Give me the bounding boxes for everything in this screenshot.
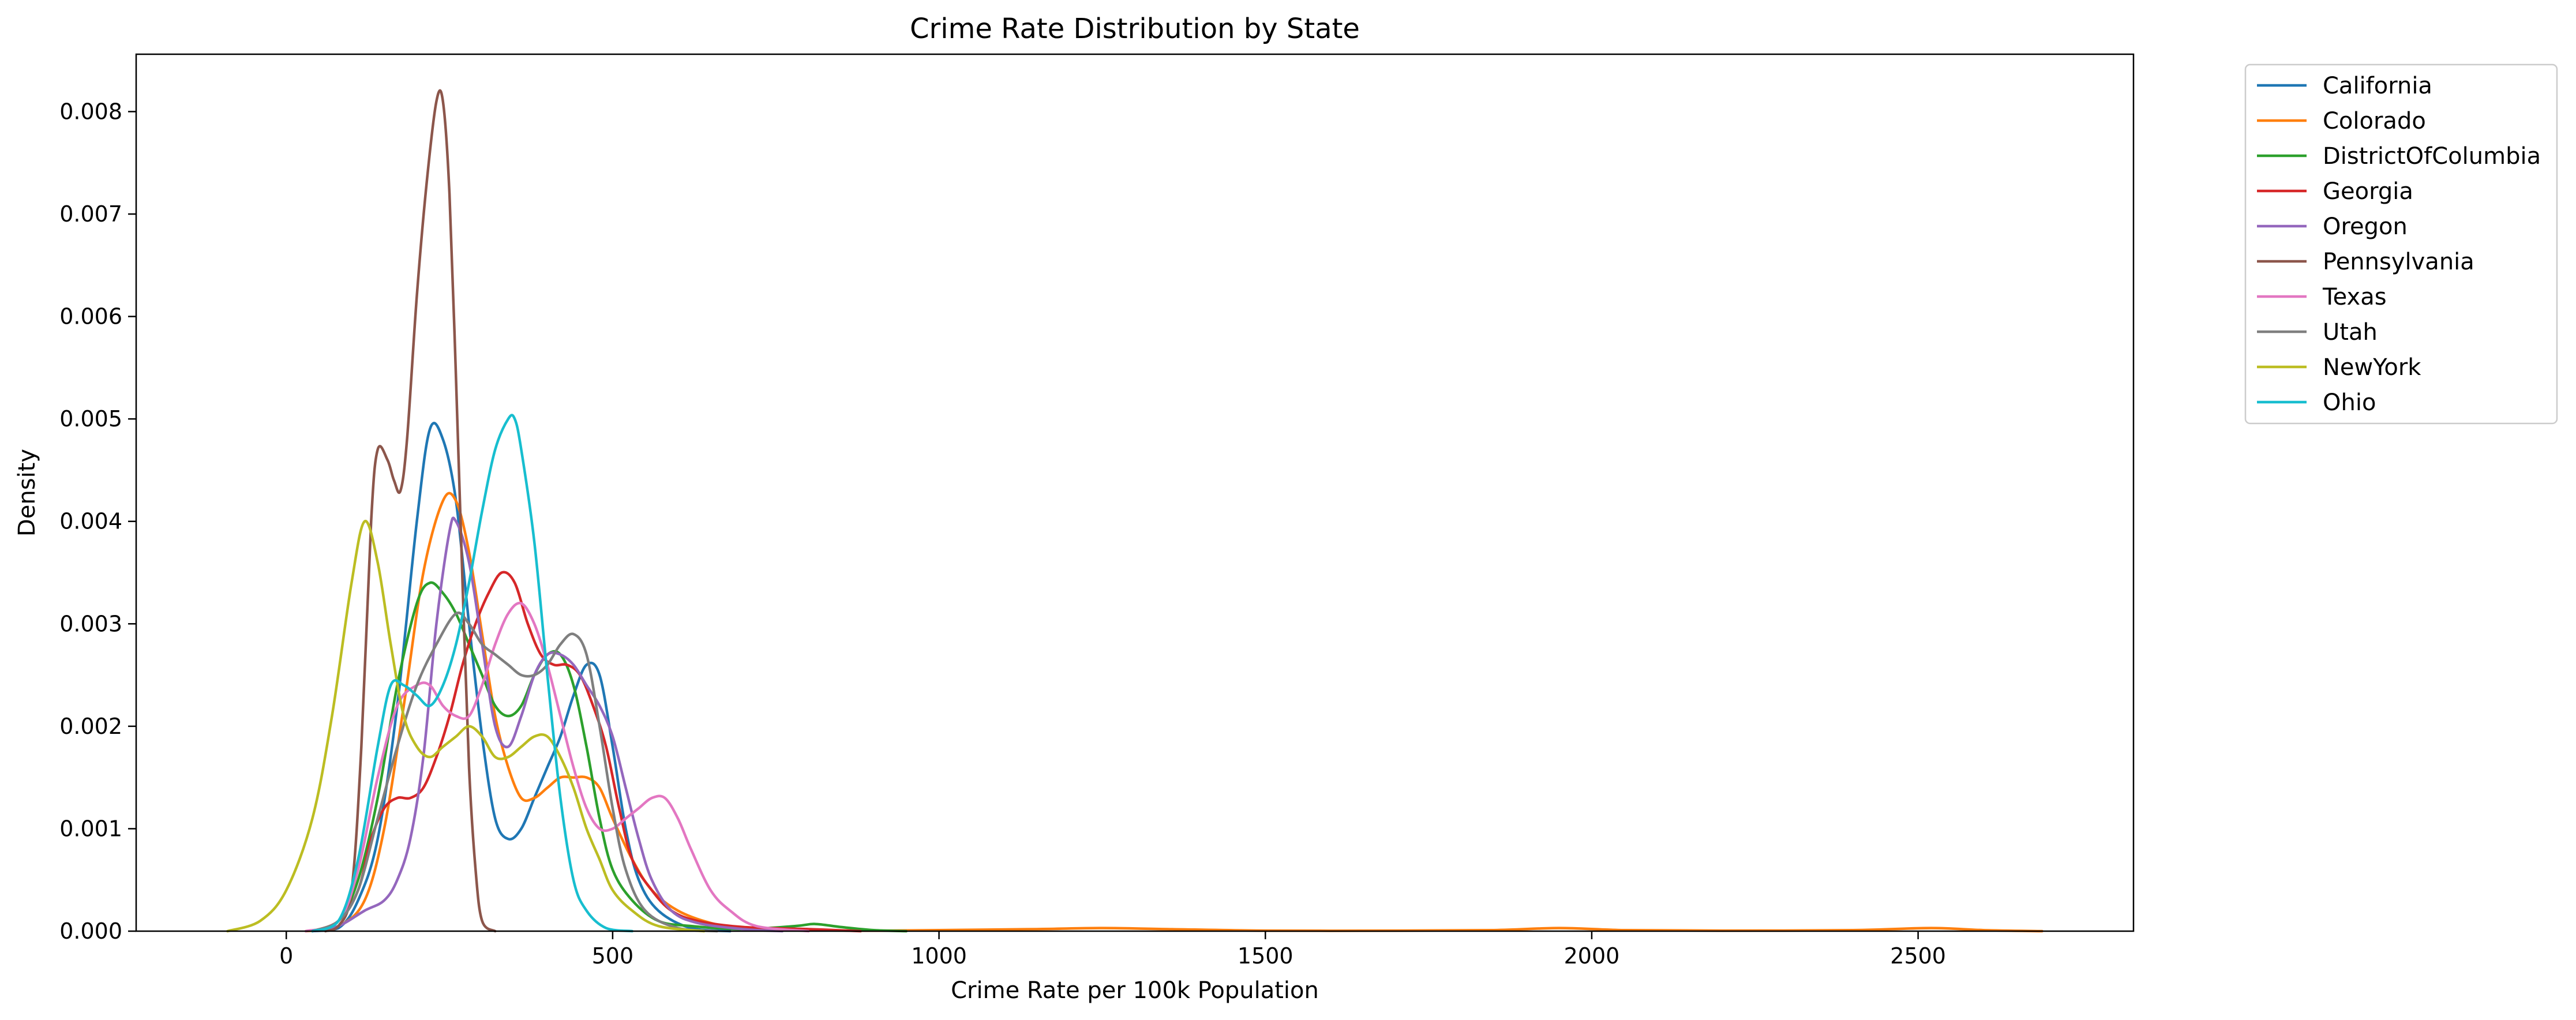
y-tick-label: 0.004: [59, 509, 122, 534]
legend-label-ohio: Ohio: [2323, 389, 2376, 416]
x-tick-label: 1500: [1238, 943, 1293, 969]
legend-items: California Colorado DistrictOfColumbia Geor…: [2257, 73, 2541, 416]
series-line-utah: [311, 611, 719, 933]
y-tick-label: 0.005: [59, 406, 122, 432]
y-axis-title: Density: [14, 449, 40, 537]
y-tick-label: 0.008: [59, 99, 122, 124]
y-tick-label: 0.003: [59, 611, 122, 636]
x-tick-label: 0: [279, 943, 293, 969]
legend-label-texas: Texas: [2322, 284, 2387, 310]
plot-frame: [135, 53, 2135, 932]
y-tick-label: 0.001: [59, 816, 122, 841]
y-axis: 0.000 0.001 0.002 0.003 0.004 0.005 0.006 0.007…: [59, 99, 136, 944]
chart-title: Crime Rate Distribution by State: [910, 13, 1360, 45]
series-line-pennsylvania: [324, 89, 497, 933]
y-tick-label: 0.006: [59, 304, 122, 329]
y-tick-label: 0.002: [59, 714, 122, 739]
legend-label-newyork: NewYork: [2323, 354, 2421, 381]
x-tick-label: 1000: [911, 943, 967, 969]
legend-label-districtofcolumbia: DistrictOfColumbia: [2323, 143, 2541, 170]
x-axis: 0 500 1000 1500 2000 2500: [279, 931, 1946, 969]
legend-label-colorado: Colorado: [2323, 108, 2426, 134]
series-layer: [226, 89, 2043, 933]
x-axis-title: Crime Rate per 100k Population: [951, 977, 1319, 1004]
legend-label-oregon: Oregon: [2323, 213, 2408, 240]
legend: California Colorado DistrictOfColumbia Geor…: [2244, 63, 2558, 425]
series-line-newyork: [226, 520, 706, 933]
series-line-georgia: [311, 571, 863, 933]
legend-label-georgia: Georgia: [2323, 178, 2413, 205]
series-line-oregon: [311, 516, 784, 933]
legend-label-pennsylvania: Pennsylvania: [2323, 249, 2474, 275]
x-tick-label: 2000: [1564, 943, 1620, 969]
x-tick-label: 2500: [1890, 943, 1946, 969]
legend-box: [2244, 63, 2558, 425]
legend-label-california: California: [2323, 73, 2432, 99]
x-tick-label: 500: [592, 943, 634, 969]
series-line-ohio: [311, 414, 634, 933]
series-line-colorado: [304, 492, 2043, 933]
series-line-california: [311, 422, 732, 933]
y-tick-label: 0.000: [59, 918, 122, 944]
y-tick-label: 0.007: [59, 201, 122, 227]
legend-label-utah: Utah: [2323, 319, 2378, 346]
